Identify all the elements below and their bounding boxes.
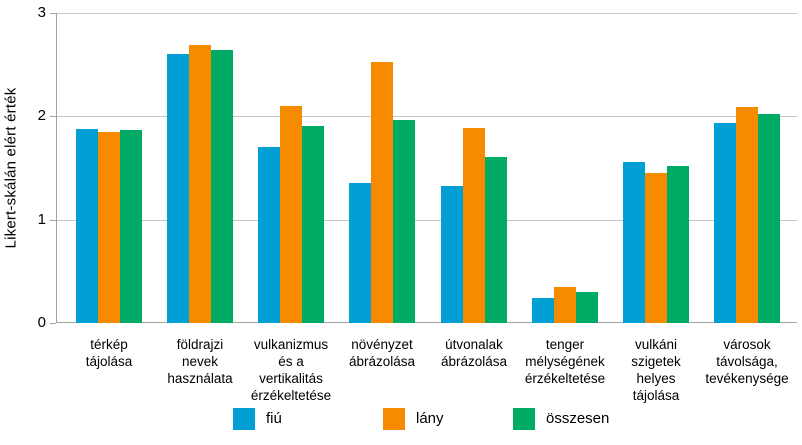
x-axis-label-7: vulkáni szigetek helyes tájolása [631, 337, 681, 403]
legend-color-swatch [513, 407, 535, 430]
legend-label: fiú [266, 409, 282, 427]
y-tick-mark [50, 323, 56, 324]
x-axis-label-8: városok távolsága, tevékenysége [705, 337, 789, 386]
x-axis-label-6: tenger mélységének érzékeltetése [524, 337, 606, 386]
bar-fiu-3 [258, 147, 280, 323]
bar-lany-7 [645, 173, 667, 323]
bar-osszesen-2 [211, 50, 233, 323]
x-axis-label-4: növényzet ábrázolása [348, 337, 416, 369]
y-tick-label: 1 [37, 211, 46, 228]
bar-fiu-7 [623, 162, 645, 323]
bar-lany-1 [98, 132, 120, 323]
legend-item-lany: lány [383, 407, 444, 430]
bar-lany-5 [463, 128, 485, 323]
gridline [57, 13, 797, 14]
x-axis-label-3: vulkanizmus és a vertikalitás érzékeltet… [250, 337, 332, 403]
bar-osszesen-4 [393, 120, 415, 323]
gridline [57, 116, 797, 117]
bar-fiu-2 [167, 54, 189, 323]
bar-fiu-8 [714, 123, 736, 323]
bar-osszesen-5 [485, 157, 507, 323]
y-tick-label: 0 [37, 314, 46, 331]
bar-fiu-6 [532, 298, 554, 323]
bar-lany-8 [736, 107, 758, 323]
bar-lany-2 [189, 45, 211, 323]
bar-lany-3 [280, 106, 302, 323]
gridline [57, 220, 797, 221]
x-axis-label-2: földrajzi nevek használata [167, 337, 233, 386]
legend-label: összesen [546, 409, 610, 427]
bar-osszesen-3 [302, 126, 324, 323]
bar-fiu-1 [76, 129, 98, 323]
y-axis-line [56, 13, 57, 323]
x-axis-label-1: térkép tájolása [85, 337, 133, 369]
bar-osszesen-1 [120, 130, 142, 323]
y-tick-mark [50, 116, 56, 117]
x-axis-line [56, 322, 797, 323]
legend-item-fiu: fiú [233, 407, 282, 430]
legend-item-osszesen: összesen [513, 407, 609, 430]
bar-fiu-5 [441, 186, 463, 323]
y-tick-mark [50, 13, 56, 14]
bar-fiu-4 [349, 183, 371, 323]
legend-label: lány [416, 409, 444, 427]
bar-osszesen-6 [576, 292, 598, 323]
y-tick-label: 3 [37, 4, 46, 21]
bar-osszesen-8 [758, 114, 780, 323]
bar-osszesen-7 [667, 166, 689, 323]
legend-color-swatch [383, 407, 405, 430]
bar-lany-6 [554, 287, 576, 323]
legend-color-swatch [233, 407, 255, 430]
y-tick-label: 2 [37, 107, 46, 124]
bar-lany-4 [371, 62, 393, 323]
y-tick-mark [50, 220, 56, 221]
x-axis-label-5: útvonalak ábrázolása [440, 337, 508, 369]
plot-area [57, 13, 797, 323]
